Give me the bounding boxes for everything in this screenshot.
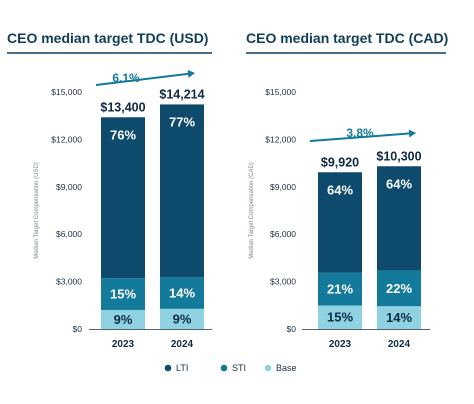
- bar-segment-base: [377, 306, 421, 329]
- x-category-label: 2024: [388, 339, 411, 350]
- segment-label-sti: 15%: [110, 287, 136, 302]
- segment-label-lti: 77%: [169, 114, 195, 129]
- growth-label: 3.8%: [346, 126, 374, 140]
- bar-total-label: $10,300: [376, 149, 421, 163]
- segment-label-base: 9%: [114, 312, 133, 327]
- legend-marker-lti: [164, 364, 172, 372]
- chart-title: CEO median target TDC (USD): [7, 30, 208, 46]
- y-tick-label: $6,000: [56, 229, 82, 239]
- legend-marker-base: [264, 364, 272, 372]
- segment-label-base: 14%: [386, 310, 412, 325]
- y-tick-label: $12,000: [265, 134, 296, 144]
- y-axis-label: Median Target Compensation (CAD): [249, 162, 255, 259]
- legend-label-lti: LTI: [176, 363, 188, 373]
- segment-label-base: 15%: [327, 310, 353, 325]
- bar-total-label: $9,920: [321, 155, 359, 169]
- bar-segment-lti: [160, 104, 204, 278]
- segment-label-lti: 76%: [110, 127, 136, 142]
- y-tick-label: $0: [73, 324, 83, 334]
- y-tick-label: $3,000: [270, 277, 296, 287]
- y-tick-label: $6,000: [270, 229, 296, 239]
- bar-segment-sti: [318, 272, 362, 306]
- y-tick-label: $3,000: [56, 277, 82, 287]
- growth-arrow-head: [408, 129, 416, 138]
- y-axis-label: Median Target Compensation (USD): [34, 162, 40, 259]
- growth-arrow-line: [95, 72, 189, 86]
- bar-segment-sti: [377, 270, 421, 307]
- y-tick-label: $9,000: [56, 182, 82, 192]
- segment-label-base: 9%: [173, 311, 192, 326]
- segment-label-sti: 21%: [327, 282, 353, 297]
- x-category-label: 2024: [171, 339, 194, 350]
- legend-label-sti: STI: [232, 363, 246, 373]
- bar-segment-lti: [377, 166, 421, 271]
- segment-label-sti: 22%: [386, 281, 412, 296]
- segment-label-lti: 64%: [386, 176, 412, 191]
- bar-segment-base: [160, 308, 204, 329]
- bar-segment-lti: [318, 172, 362, 273]
- x-category-label: 2023: [329, 339, 352, 350]
- growth-arrow-line: [309, 132, 410, 142]
- y-tick-label: $15,000: [265, 87, 296, 97]
- legend-label-base: Base: [276, 363, 297, 373]
- bar-segment-lti: [101, 117, 145, 279]
- segment-label-sti: 14%: [169, 286, 195, 301]
- x-category-label: 2023: [112, 339, 135, 350]
- legend-marker-sti: [220, 364, 228, 372]
- bar-total-label: $14,214: [159, 87, 204, 101]
- bar-segment-base: [318, 305, 362, 329]
- bar-segment-base: [101, 309, 145, 329]
- bar-segment-sti: [160, 277, 204, 309]
- chart-title: CEO median target TDC (CAD): [246, 30, 448, 46]
- y-tick-label: $0: [287, 324, 297, 334]
- bar-segment-sti: [101, 278, 145, 310]
- growth-label: 6.1%: [112, 71, 140, 85]
- y-tick-label: $9,000: [270, 182, 296, 192]
- growth-arrow-head: [187, 69, 195, 78]
- y-tick-label: $12,000: [51, 134, 82, 144]
- bar-total-label: $13,400: [100, 100, 145, 114]
- segment-label-lti: 64%: [327, 182, 353, 197]
- y-tick-label: $15,000: [51, 87, 82, 97]
